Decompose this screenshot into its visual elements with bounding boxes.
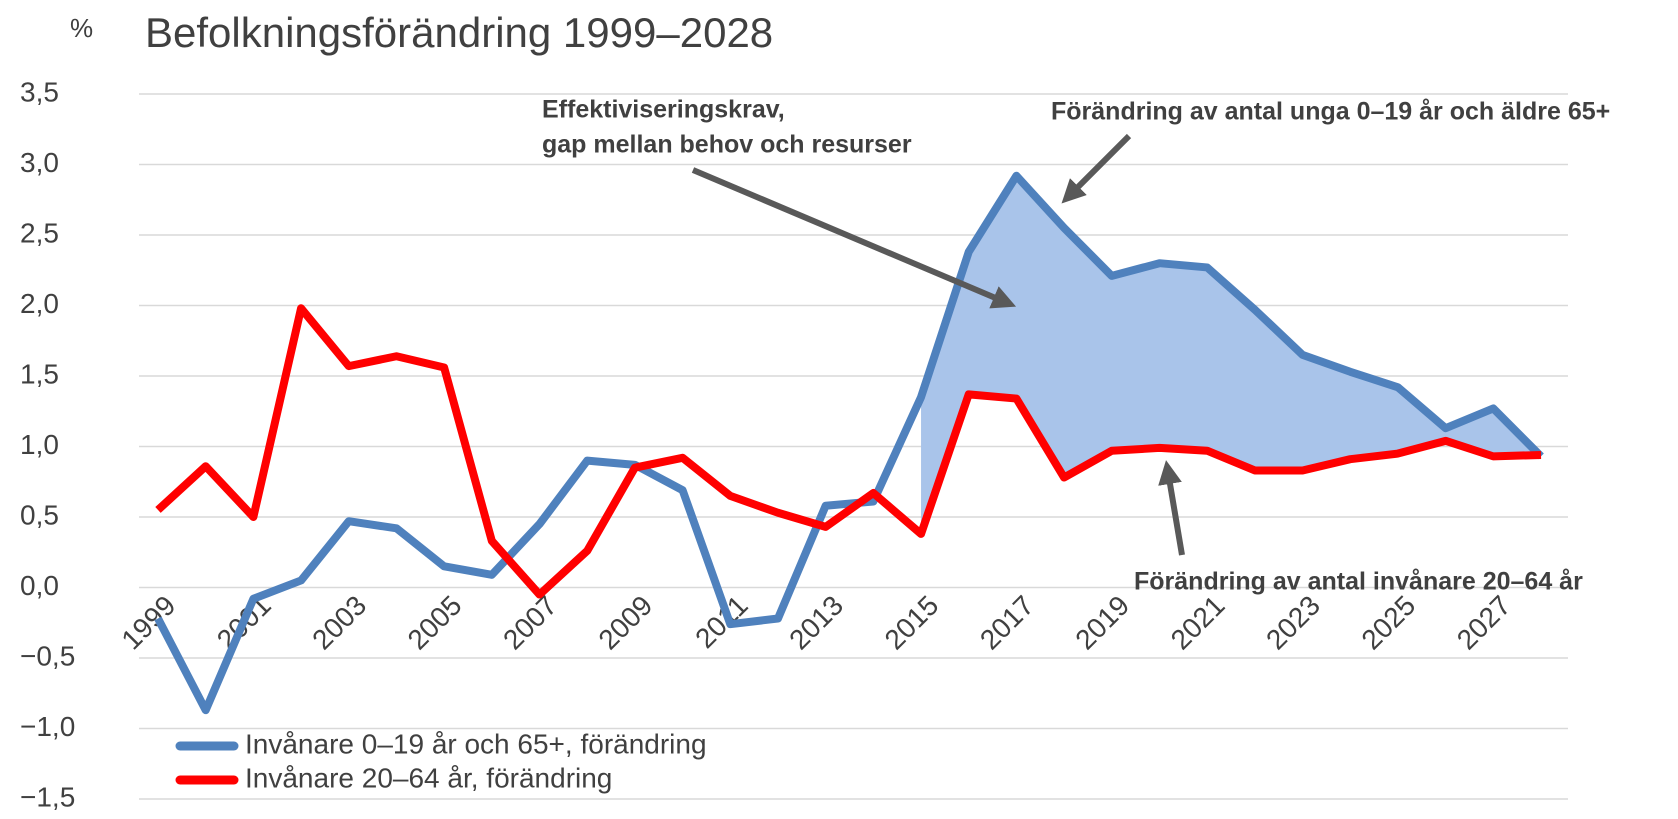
x-tick-label: 2013 [783,590,849,656]
x-tick-label: 2019 [1069,590,1135,656]
y-tick-label: 2,5 [20,217,59,248]
line-series [154,171,1544,715]
x-tick-label: 2021 [1165,590,1231,656]
y-tick-label: 0,0 [20,570,59,601]
x-tick-label: 2015 [879,590,945,656]
x-tick-label: 2009 [592,590,658,656]
annotation: gap mellan behov och resurser [542,131,912,159]
y-tick-label: 3,5 [20,76,59,107]
annotation: Förändring av antal invånare 20–64 år [1134,568,1583,596]
y-tick-label: 1,0 [20,429,59,460]
x-tick-label: 2003 [306,590,372,656]
x-tick-label: 2025 [1355,590,1421,656]
x-tick-label: 2027 [1451,590,1517,656]
y-tick-label: −1,0 [20,711,75,742]
x-tick-label: 2023 [1260,590,1326,656]
y-tick-label: 2,0 [20,288,59,319]
y-tick-label: 1,5 [20,358,59,389]
arrow [1061,133,1132,204]
x-tick-label: 2007 [497,590,563,656]
annotation: Effektiviseringskrav, [542,96,785,124]
y-tick-label: −0,5 [20,640,75,671]
y-tick-label: −1,5 [20,781,75,812]
annotation: Förändring av antal unga 0–19 år och äld… [1051,98,1610,126]
legend-label: Invånare 0–19 år och 65+, förändring [245,728,707,759]
x-tick-label: 2005 [402,590,468,656]
y-tick-label: 3,0 [20,147,59,178]
arrow [691,167,1017,309]
chart-title: Befolkningsförändring 1999–2028 [145,9,773,56]
arrow [1158,460,1185,556]
gap-area [921,175,1541,534]
line-series [155,304,1542,599]
y-unit: % [70,13,93,43]
legend-label: Invånare 20–64 år, förändring [245,762,612,793]
y-tick-label: 0,5 [20,499,59,530]
x-tick-label: 2017 [974,590,1040,656]
